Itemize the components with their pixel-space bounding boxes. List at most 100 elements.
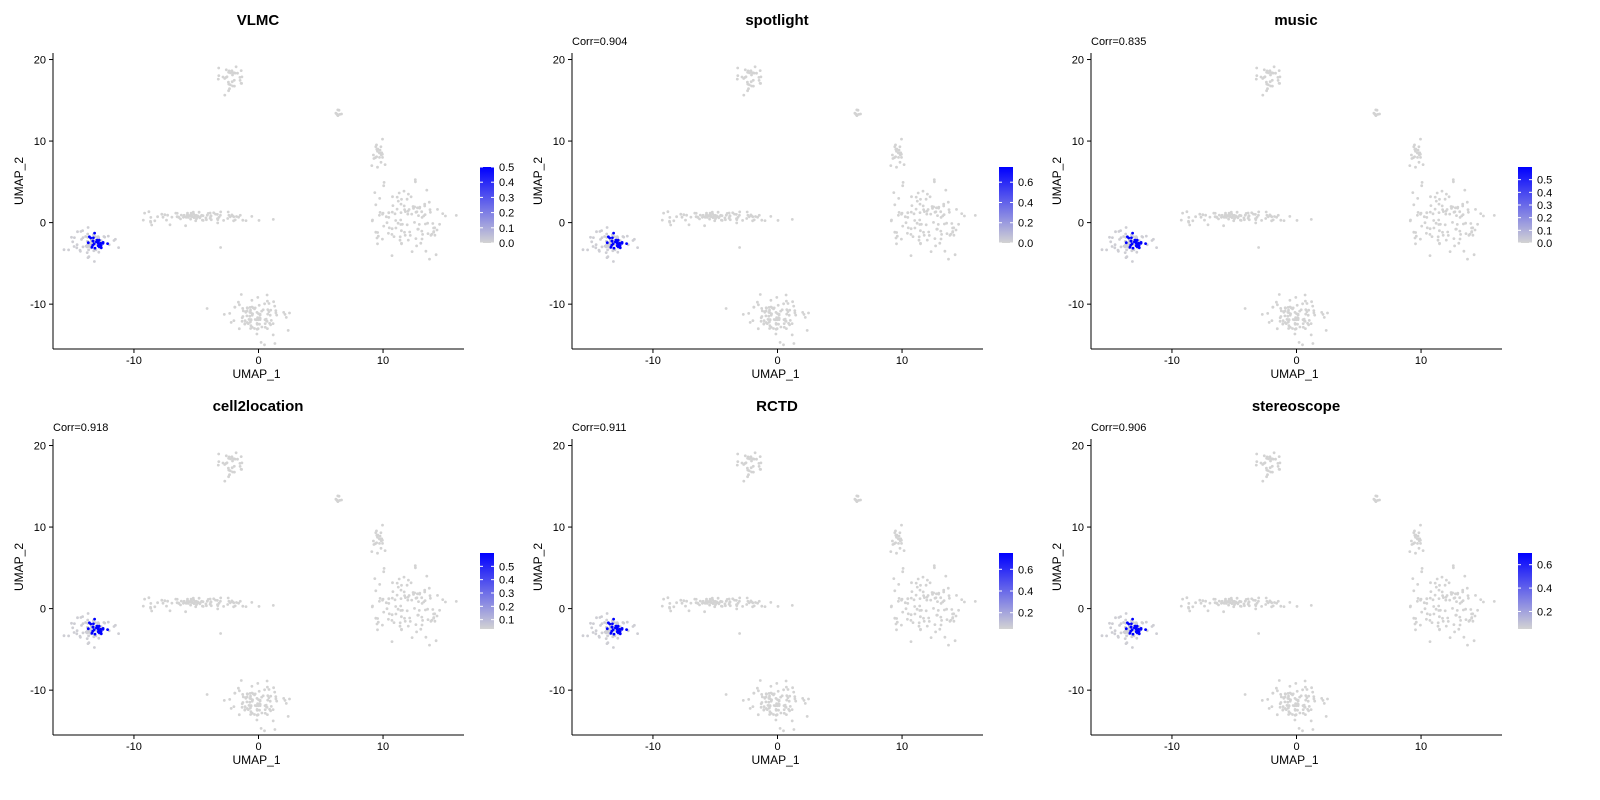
scatter-point: [250, 711, 254, 715]
scatter-point: [1265, 475, 1268, 479]
x-tick-label: 0: [774, 355, 780, 367]
scatter-point: [927, 230, 931, 234]
scatter-point: [1203, 604, 1206, 608]
scatter-point: [1298, 711, 1302, 715]
scatter-point: [405, 223, 409, 227]
scatter-point: [936, 214, 939, 218]
scatter-point: [415, 244, 418, 248]
scatter-point: [680, 601, 684, 605]
scatter-point: [1293, 708, 1297, 712]
scatter-point: [1456, 591, 1460, 595]
x-axis-label: UMAP_1: [232, 367, 280, 381]
scatter-point: [393, 212, 397, 216]
scatter-point: [736, 74, 740, 77]
scatter-point: [687, 223, 691, 227]
scatter-point: [156, 601, 160, 605]
scatter-point: [1255, 66, 1259, 70]
scatter-point: [900, 237, 903, 241]
scatter-point: [257, 316, 261, 320]
scatter-point: [197, 210, 201, 214]
scatter-point: [738, 213, 741, 217]
scatter-point: [161, 215, 165, 219]
scatter-point: [1179, 604, 1183, 608]
scatter-point: [1187, 219, 1190, 223]
scatter-point: [1454, 206, 1457, 210]
scatter-point: [787, 707, 790, 711]
scatter-point: [1208, 601, 1212, 605]
scatter-point: [1206, 223, 1210, 227]
scatter-point: [201, 600, 205, 604]
scatter-point: [920, 608, 923, 612]
scatter-point: [749, 599, 753, 603]
scatter-point: [227, 69, 231, 73]
scatter-point: [919, 229, 922, 233]
scatter-point: [1204, 213, 1207, 217]
scatter-point: [253, 693, 256, 697]
scatter-point: [1470, 230, 1473, 234]
scatter-point: [410, 212, 414, 216]
scatter-point: [1437, 218, 1441, 222]
scatter-point: [1432, 612, 1436, 616]
scatter-point: [373, 577, 377, 580]
scatter-point: [266, 694, 270, 697]
scatter-point: [757, 303, 760, 307]
scatter-point: [223, 93, 227, 97]
scatter-point: [595, 230, 598, 234]
scatter-point: [438, 608, 441, 612]
scatter-point: [238, 689, 241, 693]
scatter-point: [396, 585, 400, 589]
scatter-point: [939, 237, 943, 241]
y-axis-label: UMAP_2: [531, 543, 545, 591]
scatter-point: [382, 610, 386, 614]
scatter-point: [1257, 599, 1260, 603]
scatter-point: [1429, 581, 1432, 585]
scatter-point: [611, 622, 614, 626]
scatter-point: [385, 607, 389, 611]
scatter-point: [1301, 322, 1305, 325]
scatter-point: [226, 210, 230, 214]
scatter-point: [1271, 218, 1275, 222]
scatter-point: [755, 71, 758, 75]
scatter-point: [1268, 213, 1272, 217]
scatter-point: [792, 304, 796, 308]
scatter-point: [429, 596, 432, 600]
scatter-point: [893, 230, 897, 234]
scatter-point: [379, 531, 383, 535]
scatter-point: [1282, 310, 1286, 314]
scatter-point: [1456, 205, 1460, 209]
scatter-point: [94, 235, 97, 239]
scatter-point: [711, 598, 715, 602]
scatter-point: [927, 616, 931, 620]
scatter-point: [1110, 631, 1114, 634]
scatter-point: [605, 618, 609, 622]
scatter-point: [782, 325, 786, 329]
scatter-point: [752, 305, 756, 309]
scatter-point: [244, 219, 248, 223]
scatter-point: [1304, 327, 1307, 330]
scatter-point: [1263, 461, 1267, 465]
scatter-point: [376, 242, 379, 246]
scatter-point: [1204, 599, 1207, 603]
scatter-point: [1457, 627, 1461, 631]
scatter-point: [1421, 549, 1425, 552]
umap-panel: spotlight Corr=0.904 -10 0 10 -10 0 10 20 UMAP_1 U…: [519, 0, 1039, 395]
scatter-point: [909, 613, 913, 617]
scatter-point: [952, 233, 956, 237]
scatter-point: [1236, 216, 1240, 220]
scatter-point: [668, 219, 671, 223]
scatter-point: [1265, 599, 1269, 603]
scatter-point: [912, 598, 916, 602]
scatter-point: [1374, 494, 1378, 498]
colorbar-label: 0.6: [1537, 560, 1552, 572]
scatter-point: [747, 698, 751, 701]
colorbar-label: 0.0: [1537, 238, 1552, 250]
scatter-point: [1239, 214, 1243, 218]
scatter-point: [78, 248, 82, 252]
scatter-point: [1111, 622, 1114, 625]
scatter-point: [1464, 607, 1467, 611]
scatter-point: [1419, 542, 1422, 545]
scatter-point: [1289, 698, 1292, 702]
scatter-point: [894, 534, 898, 537]
scatter-point: [400, 197, 403, 201]
scatter-point: [1445, 578, 1448, 582]
